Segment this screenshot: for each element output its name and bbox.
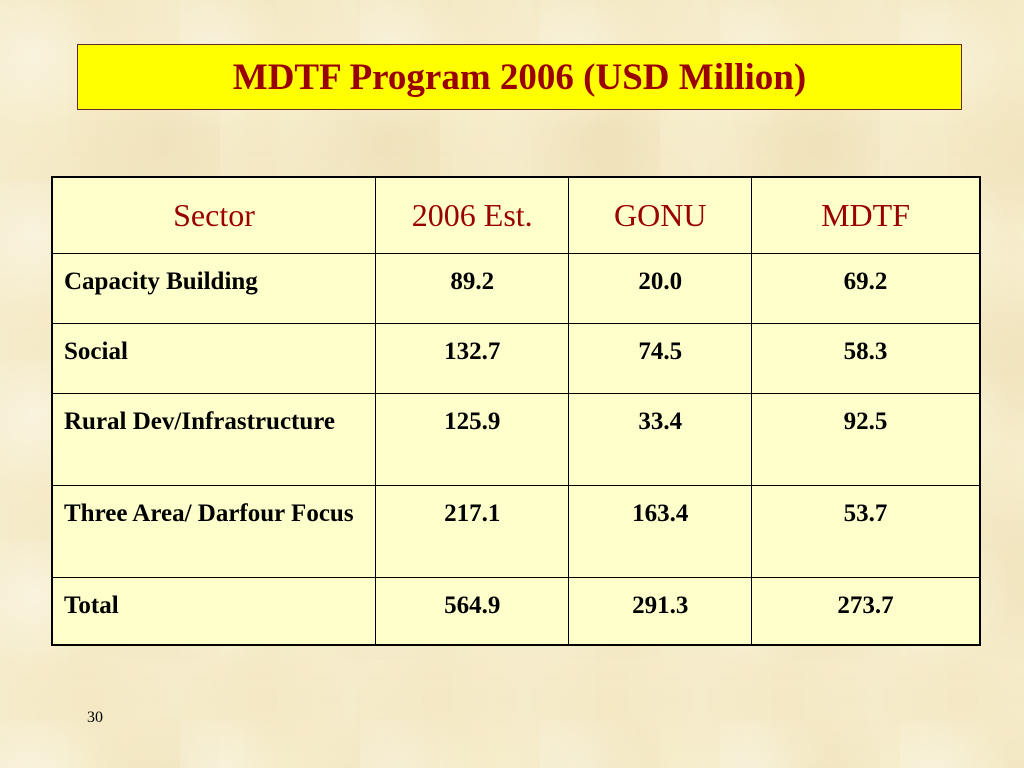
table-row: Capacity Building 89.2 20.0 69.2 (51, 252, 981, 324)
title-box: MDTF Program 2006 (USD Million) (77, 44, 962, 110)
total-row: Total 564.9 291.3 273.7 (51, 576, 981, 646)
sector-cell: Social (51, 322, 376, 394)
sector-cell: Three Area/ Darfour Focus (51, 484, 376, 578)
est-2006-cell: 132.7 (374, 322, 570, 394)
header-mdtf: MDTF (751, 176, 981, 254)
table-row: Three Area/ Darfour Focus 217.1 163.4 53… (51, 484, 981, 578)
gonu-cell: 291.3 (568, 576, 753, 646)
sector-cell: Total (51, 576, 376, 646)
gonu-cell: 74.5 (568, 322, 753, 394)
gonu-cell: 163.4 (568, 484, 753, 578)
mdtf-cell: 53.7 (751, 484, 981, 578)
header-2006-est: 2006 Est. (374, 176, 570, 254)
mdtf-cell: 69.2 (751, 252, 981, 324)
page-number: 30 (87, 709, 103, 726)
sector-cell: Rural Dev/Infrastructure (51, 392, 376, 486)
est-2006-cell: 89.2 (374, 252, 570, 324)
gonu-cell: 33.4 (568, 392, 753, 486)
est-2006-cell: 125.9 (374, 392, 570, 486)
header-gonu: GONU (568, 176, 753, 254)
sector-table: Sector 2006 Est. GONU MDTF Capacity Buil… (51, 176, 981, 646)
est-2006-cell: 217.1 (374, 484, 570, 578)
mdtf-cell: 273.7 (751, 576, 981, 646)
header-sector: Sector (51, 176, 376, 254)
table-row: Rural Dev/Infrastructure 125.9 33.4 92.5 (51, 392, 981, 486)
table-row: Social 132.7 74.5 58.3 (51, 322, 981, 394)
est-2006-cell: 564.9 (374, 576, 570, 646)
sector-cell: Capacity Building (51, 252, 376, 324)
mdtf-cell: 92.5 (751, 392, 981, 486)
gonu-cell: 20.0 (568, 252, 753, 324)
header-row: Sector 2006 Est. GONU MDTF (51, 176, 981, 254)
mdtf-cell: 58.3 (751, 322, 981, 394)
slide-title: MDTF Program 2006 (USD Million) (232, 56, 807, 98)
